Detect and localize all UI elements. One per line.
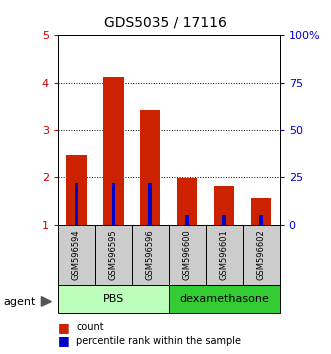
Bar — [169, 225, 206, 285]
Text: GDS5035 / 17116: GDS5035 / 17116 — [104, 16, 227, 30]
Bar — [103, 77, 123, 225]
Bar — [58, 225, 95, 285]
Text: GSM596594: GSM596594 — [72, 229, 81, 280]
Bar — [149, 183, 152, 225]
Bar — [169, 285, 280, 313]
Text: PBS: PBS — [103, 294, 124, 304]
Text: ■: ■ — [58, 334, 70, 347]
Text: dexamethasone: dexamethasone — [179, 294, 269, 304]
Bar — [185, 215, 189, 225]
Bar — [222, 215, 226, 225]
Polygon shape — [41, 297, 51, 306]
Bar — [132, 225, 169, 285]
Bar — [206, 225, 243, 285]
Text: GSM596602: GSM596602 — [257, 229, 266, 280]
Bar — [95, 225, 132, 285]
Text: GSM596600: GSM596600 — [183, 229, 192, 280]
Text: GSM596601: GSM596601 — [220, 229, 229, 280]
Text: GSM596596: GSM596596 — [146, 229, 155, 280]
Bar — [66, 155, 87, 225]
Bar — [251, 198, 271, 225]
Text: GSM596595: GSM596595 — [109, 229, 118, 280]
Bar — [112, 183, 115, 225]
Text: count: count — [76, 322, 104, 332]
Text: percentile rank within the sample: percentile rank within the sample — [76, 336, 241, 346]
Bar — [214, 186, 234, 225]
Bar — [243, 225, 280, 285]
Text: ■: ■ — [58, 321, 70, 334]
Bar — [177, 178, 198, 225]
Bar — [74, 183, 78, 225]
Bar — [140, 110, 161, 225]
Text: agent: agent — [3, 297, 36, 307]
Bar — [58, 285, 169, 313]
Bar — [260, 215, 263, 225]
